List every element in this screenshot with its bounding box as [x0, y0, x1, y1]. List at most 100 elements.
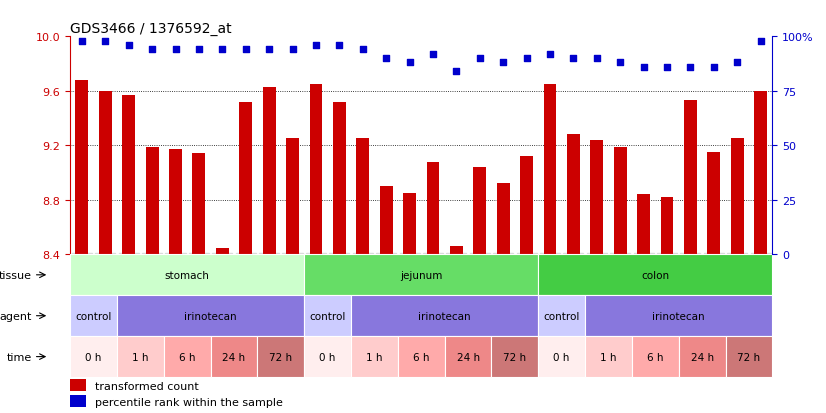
Bar [707, 153, 720, 255]
Text: tissue: tissue [0, 270, 31, 280]
Text: irinotecan: irinotecan [653, 311, 705, 321]
Text: control: control [75, 311, 112, 321]
Point [707, 64, 720, 71]
Text: stomach: stomach [165, 270, 210, 280]
Text: irinotecan: irinotecan [184, 311, 237, 321]
Bar [450, 247, 463, 255]
Point [544, 51, 557, 58]
Text: 1 h: 1 h [132, 352, 149, 362]
Point [520, 56, 534, 62]
Text: 24 h: 24 h [691, 352, 714, 362]
Bar [70, 255, 304, 296]
Bar [356, 139, 369, 255]
Point [403, 60, 416, 66]
Text: 6 h: 6 h [179, 352, 196, 362]
Bar [310, 85, 322, 255]
Bar [304, 255, 539, 296]
Bar [496, 184, 510, 255]
Bar [216, 248, 229, 255]
Bar [544, 85, 557, 255]
Bar [164, 336, 211, 377]
Text: agent: agent [0, 311, 31, 321]
Bar [754, 92, 767, 255]
Point [333, 43, 346, 49]
Point [216, 47, 229, 54]
Text: 72 h: 72 h [738, 352, 761, 362]
Bar [426, 162, 439, 255]
Bar [240, 102, 252, 255]
Text: 6 h: 6 h [413, 352, 430, 362]
Bar [444, 336, 491, 377]
Bar [263, 88, 276, 255]
Text: transformed count: transformed count [95, 381, 198, 391]
Bar [398, 336, 444, 377]
Text: 0 h: 0 h [553, 352, 570, 362]
Point [496, 60, 510, 66]
Point [192, 47, 206, 54]
Point [660, 64, 673, 71]
Point [380, 56, 393, 62]
Point [122, 43, 135, 49]
Bar [473, 168, 487, 255]
Point [637, 64, 650, 71]
Bar [520, 157, 533, 255]
Point [449, 69, 463, 75]
Text: 1 h: 1 h [366, 352, 382, 362]
Bar [169, 150, 182, 255]
Point [263, 47, 276, 54]
Point [286, 47, 299, 54]
Point [754, 38, 767, 45]
Bar [403, 194, 416, 255]
Bar [380, 187, 392, 255]
Bar [75, 81, 88, 255]
Point [684, 64, 697, 71]
Bar [70, 380, 86, 392]
Bar [351, 336, 398, 377]
Bar [585, 296, 772, 336]
Point [356, 47, 369, 54]
Bar [192, 154, 206, 255]
Point [590, 56, 603, 62]
Point [75, 38, 88, 45]
Text: 24 h: 24 h [222, 352, 245, 362]
Text: percentile rank within the sample: percentile rank within the sample [95, 396, 282, 406]
Bar [70, 296, 117, 336]
Bar [70, 336, 117, 377]
Bar [679, 336, 725, 377]
Bar [99, 92, 112, 255]
Point [309, 43, 322, 49]
Bar [286, 139, 299, 255]
Bar [258, 336, 304, 377]
Bar [585, 336, 632, 377]
Bar [117, 296, 304, 336]
Point [169, 47, 183, 54]
Point [614, 60, 627, 66]
Point [240, 47, 253, 54]
Text: 0 h: 0 h [320, 352, 336, 362]
Bar [304, 296, 351, 336]
Bar [731, 139, 743, 255]
Text: time: time [7, 352, 31, 362]
Point [730, 60, 743, 66]
Bar [632, 336, 679, 377]
Point [567, 56, 580, 62]
Text: jejunum: jejunum [400, 270, 443, 280]
Text: 24 h: 24 h [457, 352, 480, 362]
Bar [122, 96, 135, 255]
Text: GDS3466 / 1376592_at: GDS3466 / 1376592_at [70, 22, 232, 36]
Bar [211, 336, 258, 377]
Bar [539, 255, 772, 296]
Text: 1 h: 1 h [601, 352, 617, 362]
Point [426, 51, 439, 58]
Bar [637, 195, 650, 255]
Point [473, 56, 487, 62]
Point [99, 38, 112, 45]
Bar [591, 140, 603, 255]
Bar [725, 336, 772, 377]
Text: 72 h: 72 h [269, 352, 292, 362]
Bar [333, 102, 346, 255]
Text: control: control [310, 311, 346, 321]
Bar [117, 336, 164, 377]
Point [145, 47, 159, 54]
Text: 0 h: 0 h [85, 352, 102, 362]
